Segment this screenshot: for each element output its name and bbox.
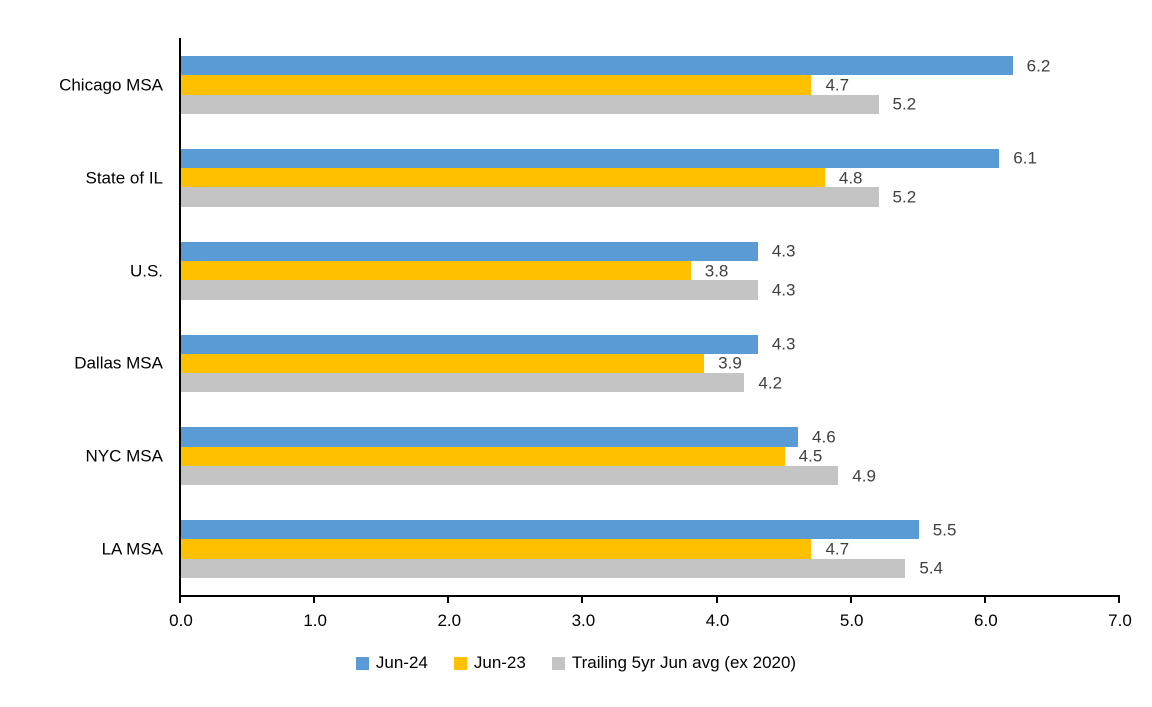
legend-item: Trailing 5yr Jun avg (ex 2020) [551,653,797,673]
bar [181,427,799,447]
category-label: U.S. [129,261,163,281]
category-label: LA MSA [101,539,163,559]
value-label: 3.9 [718,353,742,373]
x-axis-line [179,595,1120,597]
x-axis-tick-mark [1118,597,1120,603]
value-label: 4.3 [771,241,796,261]
value-label: 4.3 [771,280,796,300]
bar [181,148,1000,169]
bar [181,539,812,559]
x-axis-tick-mark [715,597,718,603]
value-label: 6.2 [1026,56,1051,76]
legend-label: Jun-23 [473,653,526,672]
x-axis-tick-mark [313,597,316,603]
value-label: 4.6 [812,427,836,447]
legend-item: Jun-23 [453,653,526,673]
category-label: Dallas MSA [74,353,163,373]
legend: Jun-24 Jun-23 Trailing 5yr Jun avg (ex 202… [0,653,1152,673]
value-label: 4.5 [798,446,823,466]
x-axis-tick-label: 5.0 [839,611,864,630]
x-axis-tick-label: 1.0 [303,611,327,630]
legend-swatch [453,656,467,670]
x-axis-tick-label: 0.0 [169,611,193,630]
category-label: State of IL [85,168,164,188]
plot-area: 0.0 1.0 2.0 3.0 4.0 5.0 6.0 7.0 Chicago MSA 6.2 4.… [59,38,1132,629]
bar [181,168,825,188]
x-axis-tick-mark [983,597,986,603]
value-label: 5.4 [919,558,943,578]
legend-item: Jun-24 [355,653,428,673]
x-axis-tick-label: 7.0 [1108,611,1132,630]
x-axis-tick-mark [581,597,584,603]
bar [181,260,691,281]
bar [181,94,879,114]
value-label: 3.8 [704,261,729,281]
x-axis-tick-label: 3.0 [571,611,596,630]
value-label: 4.7 [825,75,850,95]
bar [181,334,758,354]
x-axis-tick-label: 6.0 [974,611,998,630]
x-axis-tick-mark [849,597,852,603]
bar [181,241,758,261]
bar [181,446,785,466]
category-label: Chicago MSA [59,75,163,95]
bar [181,187,879,207]
value-label: 5.5 [932,520,957,540]
value-label: 4.7 [825,539,850,559]
value-label: 4.8 [838,168,863,188]
category-label: NYC MSA [85,446,163,466]
bar [181,558,906,579]
value-label: 5.2 [892,94,917,114]
legend-label: Jun-24 [375,653,428,672]
bar [181,465,839,486]
bar [181,56,1013,76]
bar [181,353,705,374]
legend-swatch [551,656,565,670]
bar [181,75,812,95]
y-axis-line [179,38,181,603]
value-label: 4.2 [758,373,783,393]
bar [181,373,745,393]
value-label: 4.9 [852,466,876,486]
x-axis-tick-label: 2.0 [437,611,462,630]
x-axis-tick-label: 4.0 [705,611,730,630]
value-label: 5.2 [892,187,917,207]
x-axis-tick-mark [447,597,450,603]
value-label: 4.3 [771,334,796,354]
bar [181,520,919,540]
value-label: 6.1 [1013,148,1037,168]
legend-label: Trailing 5yr Jun avg (ex 2020) [571,653,797,672]
legend-swatch [355,656,369,670]
bar [181,280,758,300]
